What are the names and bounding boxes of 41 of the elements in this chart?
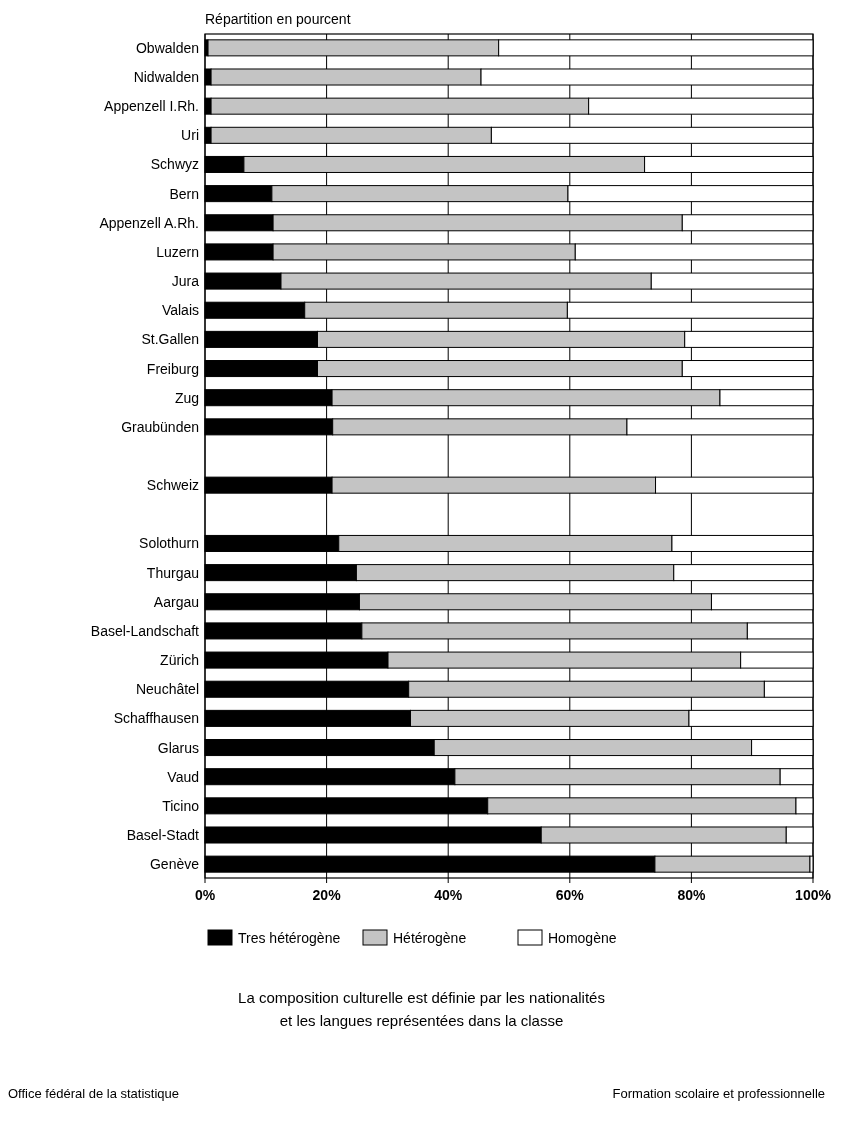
y-tick-label: Aargau bbox=[153, 593, 199, 610]
y-tick-label: Luzern bbox=[156, 243, 199, 260]
text: Formation scolaire et professionnelle bbox=[612, 1086, 825, 1101]
text: et les langues représentées dans la classe bbox=[279, 1012, 564, 1029]
y-tick-label: Schweiz bbox=[146, 477, 199, 494]
y-tick-label: Glarus bbox=[157, 739, 199, 756]
legend-label: Tres hétérogène bbox=[238, 930, 341, 946]
y-tick-label: Appenzell I.Rh. bbox=[104, 98, 199, 115]
legend-label: Hétérogène bbox=[393, 930, 467, 946]
x-tick-label: 20% bbox=[312, 887, 342, 903]
text: Office fédéral de la statistique bbox=[8, 1086, 180, 1101]
y-tick-label: Zug bbox=[174, 389, 199, 406]
y-tick-label: Bern bbox=[169, 185, 199, 202]
y-tick-label: Genève bbox=[149, 856, 200, 873]
y-tick-label: Vaud bbox=[167, 768, 199, 785]
y-tick-label: Obwalden bbox=[135, 39, 199, 56]
text: La composition culturelle est définie par les nationalités bbox=[238, 989, 605, 1006]
y-tick-label: Thurgau bbox=[146, 564, 199, 581]
y-tick-label: Appenzell A.Rh. bbox=[99, 214, 199, 231]
x-tick-label: 80% bbox=[677, 887, 706, 903]
y-tick-label: Neuchâtel bbox=[135, 681, 199, 698]
y-tick-label: Graubünden bbox=[121, 418, 199, 435]
x-tick-label: 60% bbox=[555, 887, 585, 903]
y-tick-label: Schaffhausen bbox=[113, 710, 199, 727]
y-tick-label: Ticino bbox=[162, 797, 200, 814]
y-tick-label: Basel-Landschaft bbox=[90, 622, 200, 639]
y-tick-label: Jura bbox=[171, 273, 200, 290]
chart-title: Répartition en pourcent bbox=[205, 11, 351, 27]
y-tick-label: Solothurn bbox=[139, 535, 199, 552]
y-tick-label: St.Gallen bbox=[141, 331, 199, 348]
y-tick-label: Uri bbox=[181, 127, 199, 144]
x-tick-label: 0% bbox=[194, 887, 216, 903]
x-tick-label: 40% bbox=[434, 887, 463, 903]
y-tick-label: Schwyz bbox=[150, 156, 199, 173]
x-tick-label: 100% bbox=[795, 887, 832, 903]
legend-label: Homogène bbox=[548, 930, 617, 946]
y-tick-label: Nidwalden bbox=[133, 69, 199, 85]
y-tick-label: Valais bbox=[161, 302, 199, 319]
y-tick-label: Basel-Stadt bbox=[126, 827, 200, 843]
y-tick-label: Zürich bbox=[160, 652, 199, 669]
y-tick-label: Freiburg bbox=[146, 360, 199, 377]
